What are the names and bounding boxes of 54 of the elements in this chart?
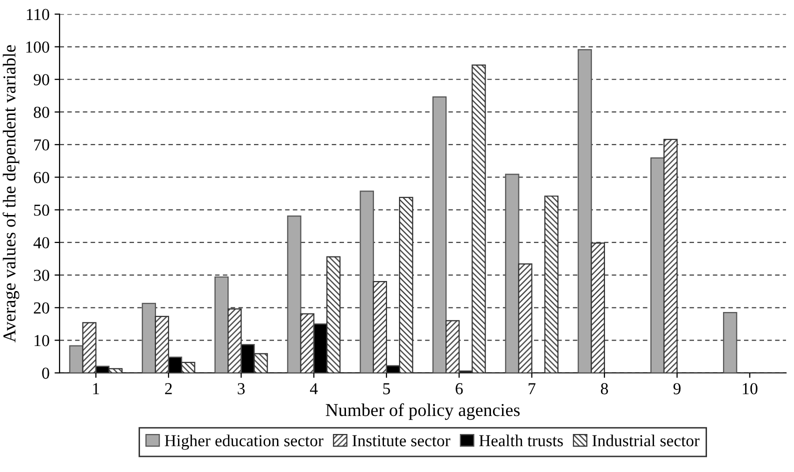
bar [287, 215, 302, 373]
y-tick-label: 50 [34, 204, 50, 216]
bar [505, 174, 520, 373]
bar [254, 353, 268, 373]
legend-label: Institute sector [352, 435, 450, 446]
bar [228, 308, 242, 373]
bar [663, 138, 678, 373]
bar [142, 302, 156, 373]
y-tick-label: 10 [34, 334, 50, 346]
bar [214, 276, 229, 373]
bar [300, 313, 314, 373]
bar [472, 64, 486, 373]
x-tick-label: 7 [528, 383, 536, 394]
bar [360, 190, 374, 373]
bar [326, 256, 341, 373]
bar [590, 242, 605, 373]
x-tick-label: 3 [238, 383, 245, 394]
y-tick-label: 40 [33, 237, 50, 248]
bar [518, 263, 532, 373]
x-tick-label: 4 [310, 383, 318, 394]
legend-label: Higher education sector [164, 434, 324, 450]
y-tick-label: 90 [34, 74, 50, 86]
y-tick-label: 110 [26, 8, 50, 20]
bar [544, 196, 558, 373]
legend-label: Health trusts [479, 434, 563, 446]
x-tick-label: 8 [600, 383, 608, 394]
legend-label: Industrial sector [592, 434, 700, 446]
x-tick-label: 2 [165, 383, 172, 394]
y-tick-label: 30 [34, 270, 50, 281]
x-tick-label: 1 [93, 383, 100, 394]
y-tick-label: 100 [26, 41, 50, 53]
bar [650, 157, 665, 373]
bar [399, 196, 414, 373]
bar [372, 281, 388, 373]
y-tick-label: 80 [34, 106, 50, 118]
bar [446, 320, 460, 373]
bar [181, 362, 196, 373]
y-tick-label: 70 [34, 139, 50, 151]
x-tick-label: 9 [673, 383, 681, 394]
bar [578, 49, 592, 373]
y-tick-label: 20 [34, 302, 50, 314]
x-tick-label: 10 [742, 383, 758, 394]
bar [432, 96, 447, 373]
y-tick-label: 0 [42, 368, 50, 379]
x-tick-label: 6 [456, 383, 463, 394]
x-axis-title: Number of policy agencies [326, 403, 520, 420]
y-tick-label: 60 [34, 172, 50, 184]
bar [723, 312, 738, 373]
bar [82, 322, 96, 373]
bar [69, 345, 84, 373]
x-tick-label: 5 [383, 383, 390, 394]
bar [108, 368, 123, 373]
bar [154, 316, 170, 373]
y-axis-title: Average values of the dependent variable [2, 45, 20, 342]
